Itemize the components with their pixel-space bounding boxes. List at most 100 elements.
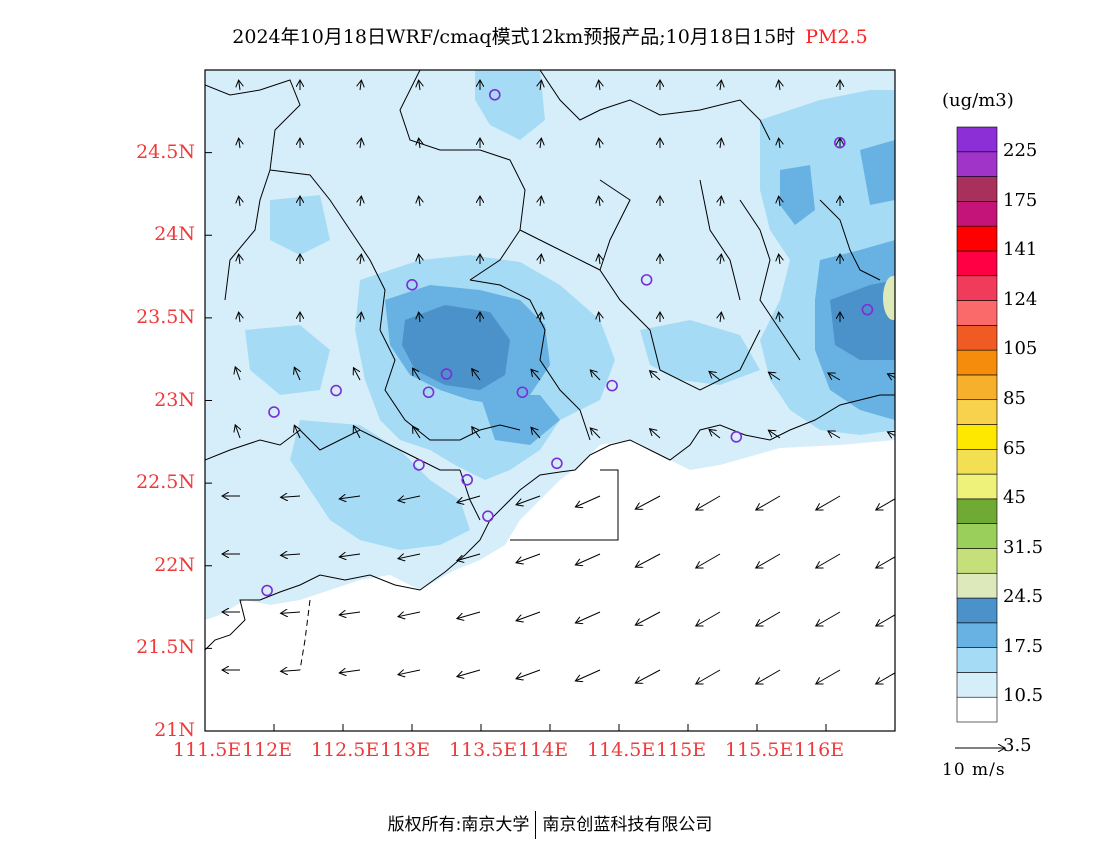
wind-arrow bbox=[457, 495, 481, 503]
wind-arrow bbox=[339, 670, 361, 673]
wind-arrow bbox=[281, 612, 301, 613]
legend-swatch bbox=[956, 201, 998, 227]
wind-arrow bbox=[360, 80, 361, 91]
copyright-part2: 南京创蓝科技有限公司 bbox=[542, 815, 713, 835]
lat-label: 24N bbox=[154, 223, 195, 246]
wind-arrow bbox=[531, 427, 541, 439]
lat-label: 24.5N bbox=[136, 140, 195, 163]
wind-arrow bbox=[599, 80, 600, 91]
wind-arrow bbox=[419, 80, 420, 91]
legend-swatch bbox=[956, 448, 998, 475]
wind-arrow bbox=[779, 138, 780, 149]
station-marker bbox=[461, 474, 474, 486]
wind-arrow bbox=[398, 612, 421, 617]
copyright-part1: 版权所有:南京大学 bbox=[387, 815, 530, 835]
legend-swatch bbox=[956, 622, 998, 648]
wind-arrow bbox=[575, 669, 601, 681]
wind-arrow bbox=[540, 312, 541, 323]
wind-arrow bbox=[360, 312, 361, 323]
lon-label: 112.5E bbox=[311, 739, 380, 761]
wind-arrow bbox=[768, 372, 781, 381]
wind-arrow bbox=[887, 374, 895, 380]
legend-swatch bbox=[956, 647, 998, 673]
wind-arrow bbox=[900, 312, 901, 322]
legend-swatch bbox=[956, 399, 998, 425]
title-main: 2024年10月18日WRF/cmaq模式12km预报产品;10月18日15时 bbox=[232, 26, 796, 48]
wind-arrow bbox=[398, 670, 421, 675]
wind-arrow bbox=[599, 196, 600, 207]
legend-swatch bbox=[956, 126, 998, 153]
wind-arrow bbox=[599, 312, 600, 323]
wind-arrow bbox=[876, 498, 895, 510]
wind-arrow bbox=[235, 367, 240, 381]
station-marker bbox=[861, 303, 874, 316]
wind-arrow bbox=[239, 312, 240, 323]
lon-label: 112E bbox=[242, 739, 293, 761]
wind-arrow bbox=[353, 426, 361, 439]
wind-arrow bbox=[696, 611, 721, 626]
lon-label: 113E bbox=[380, 739, 431, 761]
wind-arrow bbox=[413, 368, 421, 381]
wind-arrow bbox=[540, 254, 541, 265]
wind-arrow bbox=[239, 254, 240, 265]
wind-vectors bbox=[222, 80, 901, 684]
wind-arrow bbox=[281, 496, 301, 497]
wind-arrow bbox=[516, 553, 541, 563]
station-marker bbox=[640, 274, 653, 286]
wind-arrow bbox=[720, 80, 721, 91]
wind-arrow bbox=[696, 553, 721, 568]
legend-swatch bbox=[956, 696, 998, 723]
legend-swatch bbox=[956, 572, 998, 599]
station-marker bbox=[413, 459, 425, 471]
wind-arrow bbox=[709, 429, 721, 439]
wind-arrow bbox=[239, 196, 240, 207]
legend-swatch bbox=[956, 176, 998, 202]
legend-swatch bbox=[956, 424, 998, 450]
station-marker bbox=[516, 386, 529, 399]
wind-arrow bbox=[599, 254, 600, 265]
wind-arrow bbox=[294, 425, 300, 439]
wind-arrow bbox=[756, 611, 781, 626]
wind-arrow bbox=[779, 312, 780, 323]
wind-arrow bbox=[419, 312, 420, 323]
wind-arrow bbox=[887, 432, 895, 438]
wind-arrow bbox=[816, 553, 841, 568]
wind-arrow bbox=[696, 495, 721, 510]
wind-arrow bbox=[816, 669, 841, 684]
station-marker bbox=[833, 136, 846, 149]
lon-label: 116E bbox=[794, 739, 845, 761]
legend-label: 65 bbox=[1003, 437, 1026, 459]
station-marker bbox=[330, 384, 342, 397]
wind-arrow bbox=[235, 425, 240, 439]
lon-label: 113.5E bbox=[449, 739, 518, 761]
legend-swatch bbox=[956, 597, 998, 624]
wind-arrow bbox=[635, 495, 661, 509]
wind-arrow bbox=[876, 672, 895, 684]
title-variable: PM2.5 bbox=[805, 26, 868, 48]
station-marker bbox=[482, 510, 494, 522]
station-marker bbox=[406, 279, 418, 291]
wind-arrow bbox=[876, 556, 895, 568]
wind-arrow bbox=[575, 611, 601, 623]
wind-arrow bbox=[635, 611, 661, 625]
legend-swatch bbox=[956, 498, 998, 524]
units-label: (ug/m3) bbox=[942, 90, 1014, 111]
lon-label: 111.5E bbox=[173, 739, 242, 761]
wind-arrow bbox=[516, 495, 541, 505]
legend-label: 85 bbox=[1003, 387, 1026, 409]
wind-arrow bbox=[472, 369, 481, 381]
concentration-field bbox=[205, 70, 895, 731]
legend-swatch bbox=[956, 151, 998, 177]
wind-arrow bbox=[413, 426, 421, 439]
legend-label: 225 bbox=[1003, 140, 1038, 161]
wind-arrow bbox=[720, 196, 721, 207]
wind-arrow bbox=[575, 553, 601, 565]
wind-arrow bbox=[419, 254, 420, 265]
lat-label: 23N bbox=[154, 388, 195, 411]
wind-arrow bbox=[720, 254, 721, 265]
wind-arrow bbox=[457, 669, 481, 677]
legend-label: 31.5 bbox=[1003, 536, 1044, 558]
wind-arrow bbox=[590, 428, 601, 439]
wind-arrow bbox=[709, 371, 721, 381]
